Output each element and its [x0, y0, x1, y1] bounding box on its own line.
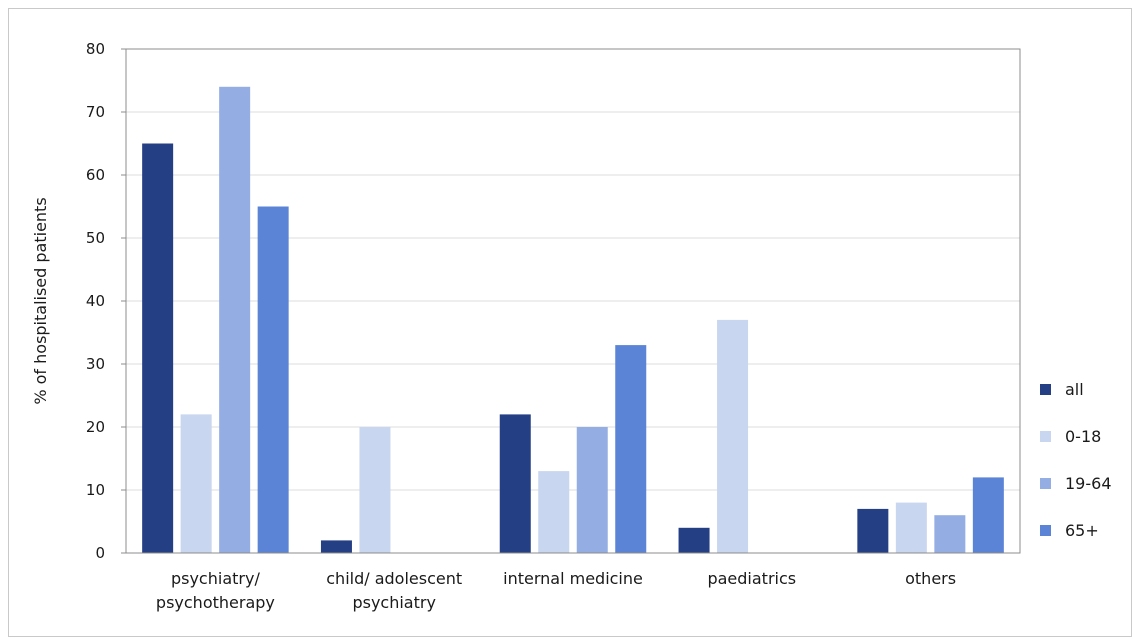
- x-category-label-line: psychiatry: [352, 593, 435, 612]
- y-tick-label: 80: [86, 40, 105, 58]
- bar-0-18-3: [717, 319, 749, 553]
- bar-all-3: [678, 527, 710, 553]
- x-category-label: others: [905, 569, 956, 588]
- x-category-label: child/ adolescent psychiatry: [326, 569, 462, 612]
- x-category-label: paediatrics: [707, 569, 796, 588]
- bar-0-18-0: [180, 414, 212, 553]
- legend: all 0-18 19-64 65+: [1040, 380, 1112, 540]
- bar-0-18-1: [359, 427, 391, 553]
- bar-all-2: [499, 414, 531, 553]
- y-tick-label: 30: [86, 355, 105, 373]
- bar-65plus-2: [615, 345, 647, 553]
- legend-swatch: [1040, 525, 1051, 536]
- y-tick-label: 50: [86, 229, 105, 247]
- legend-label: 0-18: [1065, 427, 1101, 446]
- legend-swatch: [1040, 478, 1051, 489]
- x-category-label-line: others: [905, 569, 956, 588]
- bar-0-18-2: [538, 471, 570, 553]
- x-category-label: psychiatry/psychotherapy: [156, 569, 275, 612]
- legend-label: all: [1065, 380, 1084, 399]
- legend-swatch: [1040, 431, 1051, 442]
- legend-label: 65+: [1065, 521, 1099, 540]
- bar-19-64-4: [934, 515, 966, 553]
- x-category-label-line: psychotherapy: [156, 593, 275, 612]
- legend-swatch: [1040, 384, 1051, 395]
- y-tick-label: 10: [86, 481, 105, 499]
- legend-label: 19-64: [1065, 474, 1112, 493]
- y-tick-label: 20: [86, 418, 105, 436]
- bar-all-0: [142, 143, 174, 553]
- y-axis-label: % of hospitalised patients: [31, 197, 50, 404]
- y-tick-label: 0: [95, 544, 105, 562]
- y-tick-label: 40: [86, 292, 105, 310]
- x-category-label-line: psychiatry/: [171, 569, 260, 588]
- bar-0-18-4: [895, 502, 927, 553]
- bar-65plus-0: [257, 206, 289, 553]
- x-axis-categories: psychiatry/psychotherapy child/ adolescen…: [156, 569, 956, 612]
- bar-65plus-4: [972, 477, 1004, 553]
- bars: [142, 86, 1004, 554]
- y-tick-label: 60: [86, 166, 105, 184]
- x-category-label-line: internal medicine: [503, 569, 643, 588]
- x-category-label: internal medicine: [503, 569, 643, 588]
- y-axis-ticks: 0 10 20 30 40 50 60 70 80: [86, 40, 126, 562]
- bar-all-1: [320, 540, 352, 553]
- x-category-label-line: paediatrics: [707, 569, 796, 588]
- y-tick-label: 70: [86, 103, 105, 121]
- bar-19-64-2: [576, 427, 608, 553]
- x-category-label-line: child/ adolescent: [326, 569, 462, 588]
- bar-all-4: [857, 508, 889, 553]
- bar-19-64-0: [219, 86, 251, 554]
